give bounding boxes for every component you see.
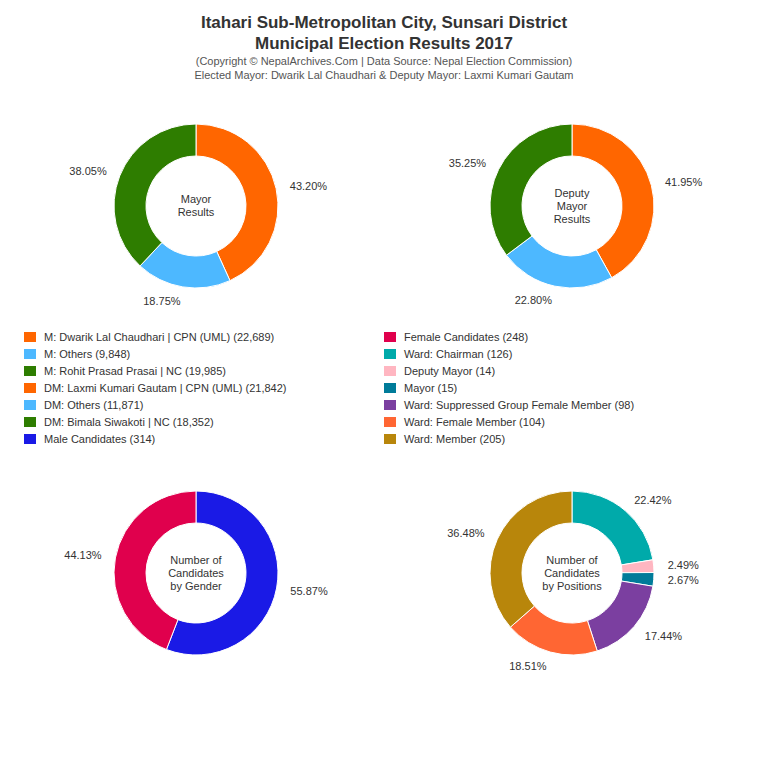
html-text:DM: Laxmi Kumari Gautam | CPN: DM: Laxmi Kumari Gautam | CPN (UML) (21,… [44,381,287,394]
svg-text:18.51%: 18.51% [509,660,547,672]
html-text:Municipal Election Results 201: Municipal Election Results 2017 [255,34,513,53]
html-text:Candidates: Candidates [168,566,224,579]
html-text:Number of: Number of [170,553,222,566]
html-text:Results: Results [553,212,591,225]
svg-text:35.25%: 35.25% [449,157,487,169]
html-text:Ward: Female Member (104): Ward: Female Member (104) [404,415,545,428]
html-text:DM: Bimala Siwakoti | NC (18,3: DM: Bimala Siwakoti | NC (18,352) [44,415,214,428]
html-text:M: Dwarik Lal Chaudhari | CPN: M: Dwarik Lal Chaudhari | CPN (UML) (22,… [44,330,275,343]
html-text:Results: Results [177,206,215,218]
html-text:Number of: Number of [546,553,598,566]
svg-text:44.13%: 44.13% [64,549,102,561]
svg-text:2.67%: 2.67% [668,574,699,586]
html-text:Candidates: Candidates [544,566,600,579]
svg-text:18.75%: 18.75% [143,295,181,307]
html-text:Ward: Chairman (126): Ward: Chairman (126) [404,347,513,360]
svg-text:55.87%: 55.87% [290,585,328,597]
html-text:Mayor (15): Mayor (15) [404,381,458,394]
svg-text:41.95%: 41.95% [665,176,703,188]
html-text:Deputy: Deputy [554,186,590,199]
html-text:Female Candidates (248): Female Candidates (248) [404,330,529,343]
html-text:Elected Mayor: Dwarik Lal Chau: Elected Mayor: Dwarik Lal Chaudhari & De… [194,69,574,81]
html-text:(Copyright © NepalArchives.Com: (Copyright © NepalArchives.Com | Data So… [195,55,573,67]
html-text:M: Others (9,848): M: Others (9,848) [44,347,131,360]
html-text:Male Candidates (314): Male Candidates (314) [44,432,156,445]
svg-text:22.80%: 22.80% [515,294,553,306]
svg-text:43.20%: 43.20% [290,180,328,192]
html-text:Mayor: Mayor [180,193,212,205]
svg-text:17.44%: 17.44% [645,630,683,642]
html-text:DM: Others (11,871): DM: Others (11,871) [44,398,144,411]
svg-text:38.05%: 38.05% [69,165,107,177]
html-text:Deputy Mayor (14): Deputy Mayor (14) [404,364,496,377]
html-text:Ward: Member (205): Ward: Member (205) [404,432,506,445]
html-text:M: Rohit Prasad Prasai | NC (1: M: Rohit Prasad Prasai | NC (19,985) [44,364,226,377]
html-text:Ward: Suppressed Group Female: Ward: Suppressed Group Female Member (98… [404,398,635,411]
svg-text:2.49%: 2.49% [668,559,699,571]
html-text:Mayor: Mayor [556,199,588,212]
html-text:by Gender: by Gender [170,579,222,592]
svg-text:36.48%: 36.48% [447,527,485,539]
svg-text:22.42%: 22.42% [634,494,672,506]
html-text:by Positions: by Positions [542,579,602,592]
html-text:Itahari Sub-Metropolitan City,: Itahari Sub-Metropolitan City, Sunsari D… [200,13,568,32]
